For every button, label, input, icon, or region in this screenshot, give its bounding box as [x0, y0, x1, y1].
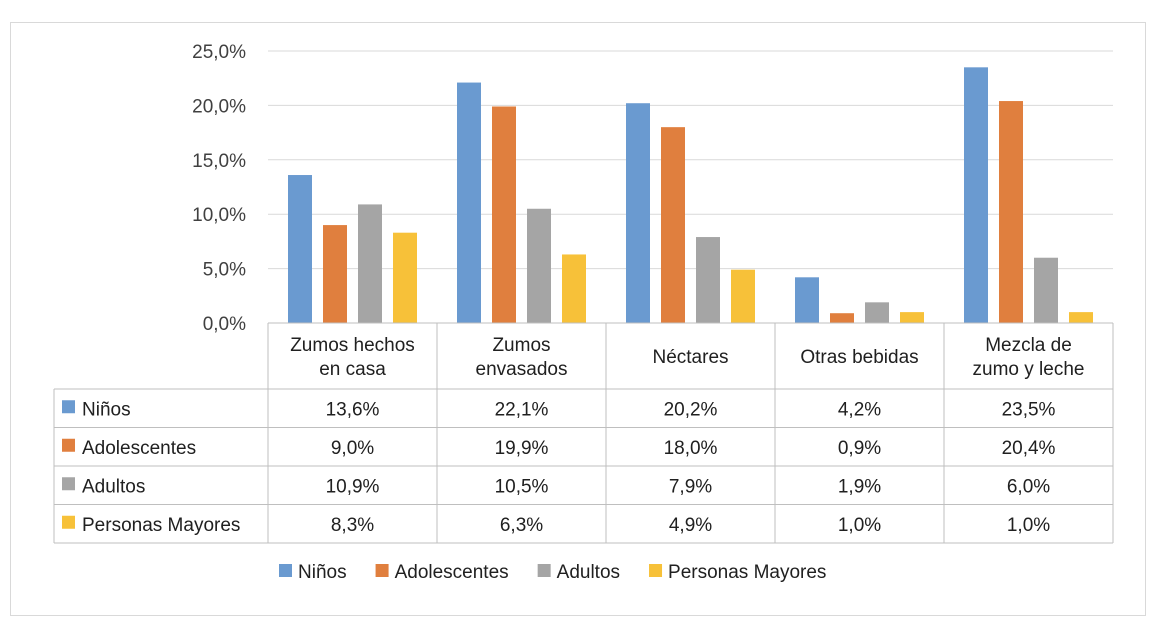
bar-niños	[964, 67, 988, 323]
bar-personas-mayores	[393, 232, 417, 323]
table-cell-value: 7,9%	[669, 476, 712, 497]
bar-adolescentes	[323, 225, 347, 323]
legend-label: Personas Mayores	[668, 562, 826, 583]
table-cell-value: 9,0%	[331, 438, 374, 459]
legend-swatch	[537, 564, 551, 577]
table-cell-value: 4,2%	[838, 399, 881, 420]
table-row-header: Adultos	[82, 476, 145, 497]
table-cell-value: 10,9%	[326, 476, 380, 497]
table-cell-value: 19,9%	[495, 438, 549, 459]
bar-niños	[626, 103, 650, 323]
table-cell-value: 8,3%	[331, 515, 374, 536]
bar-personas-mayores	[562, 254, 586, 323]
table-cell-value: 1,0%	[1007, 515, 1050, 536]
y-tick-label: 0,0%	[203, 314, 246, 335]
bar-niños	[288, 175, 312, 323]
bar-adultos	[696, 237, 720, 323]
category-label: zumo y leche	[973, 359, 1085, 380]
y-tick-label: 15,0%	[192, 151, 246, 172]
table-row-header: Niños	[82, 399, 131, 420]
legend-swatch	[279, 564, 292, 577]
bar-adultos	[527, 208, 551, 323]
legend-label: Adultos	[557, 562, 620, 583]
bar-niños	[457, 82, 481, 323]
bar-personas-mayores	[900, 312, 924, 323]
bar-adultos	[1034, 257, 1058, 323]
table-cell-value: 23,5%	[1002, 399, 1056, 420]
table-legend-key	[62, 438, 75, 452]
legend-swatch	[649, 564, 663, 577]
table-cell-value: 18,0%	[664, 438, 718, 459]
table-cell-value: 1,9%	[838, 476, 881, 497]
y-tick-label: 20,0%	[192, 96, 246, 117]
table-cell-value: 10,5%	[495, 476, 549, 497]
table-row-header: Personas Mayores	[82, 515, 240, 536]
bar-adultos	[358, 204, 382, 323]
legend-swatch	[375, 564, 389, 577]
table-row-header: Adolescentes	[82, 438, 196, 459]
legend-label: Adolescentes	[395, 562, 509, 583]
category-label: Mezcla de	[985, 335, 1072, 356]
bar-personas-mayores	[1069, 312, 1093, 323]
category-label: en casa	[319, 359, 386, 380]
category-label: Zumos	[492, 335, 550, 356]
table-legend-key	[62, 400, 75, 414]
y-tick-label: 25,0%	[192, 42, 246, 63]
table-cell-value: 22,1%	[495, 399, 549, 420]
table-cell-value: 20,4%	[1002, 438, 1056, 459]
legend-label: Niños	[298, 562, 347, 583]
bar-niños	[795, 277, 819, 323]
category-label: envasados	[476, 359, 568, 380]
bar-adolescentes	[661, 127, 685, 323]
table-cell-value: 13,6%	[326, 399, 380, 420]
table-cell-value: 4,9%	[669, 515, 712, 536]
table-cell-value: 6,0%	[1007, 476, 1050, 497]
table-cell-value: 20,2%	[664, 399, 718, 420]
category-label: Zumos hechos	[290, 335, 415, 356]
table-legend-key	[62, 515, 75, 529]
bar-adolescentes	[830, 313, 854, 323]
table-cell-value: 0,9%	[838, 438, 881, 459]
bar-personas-mayores	[731, 269, 755, 323]
table-cell-value: 1,0%	[838, 515, 881, 536]
bar-adultos	[865, 302, 889, 323]
category-label: Otras bebidas	[800, 347, 918, 368]
table-legend-key	[62, 477, 75, 491]
category-label: Néctares	[652, 347, 728, 368]
bar-adolescentes	[999, 101, 1023, 323]
y-tick-label: 10,0%	[192, 205, 246, 226]
table-cell-value: 6,3%	[500, 515, 543, 536]
bar-adolescentes	[492, 106, 516, 323]
chart-frame	[10, 22, 1146, 616]
y-tick-label: 5,0%	[203, 260, 246, 281]
